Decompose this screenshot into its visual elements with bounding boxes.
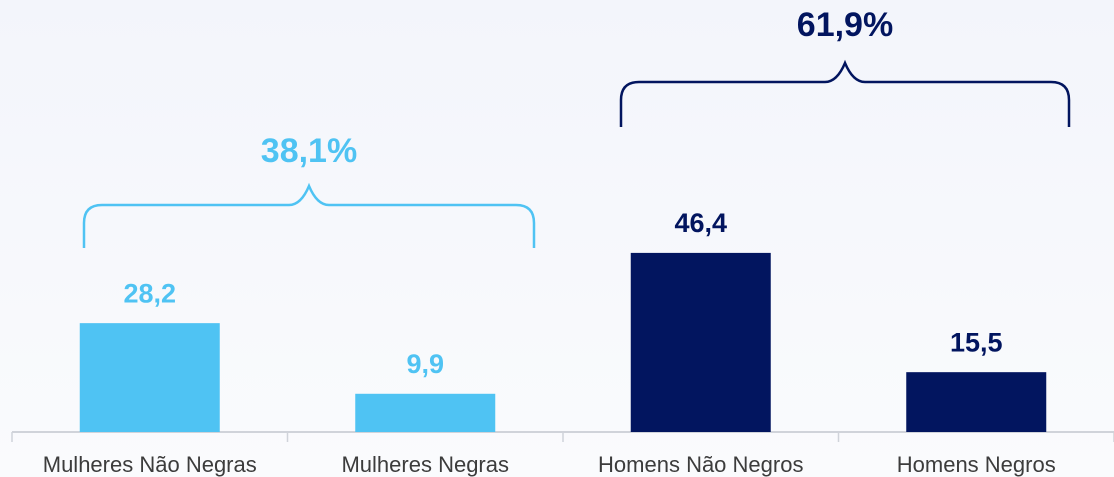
x-tick-label: Homens Não Negros [598, 452, 803, 477]
group-total: 61,9% [797, 6, 893, 44]
bar [355, 393, 496, 432]
x-tick-label: Homens Negros [897, 452, 1056, 477]
value-label: 28,2 [123, 278, 176, 308]
group-total: 38,1% [261, 132, 357, 170]
bar [906, 372, 1047, 432]
value-label: 15,5 [950, 327, 1003, 357]
group-brace [82, 182, 536, 248]
bar [630, 252, 771, 432]
value-label: 9,9 [406, 349, 444, 379]
x-tick-label: Mulheres Negras [341, 452, 509, 477]
value-label: 46,4 [674, 208, 727, 238]
bar [79, 323, 220, 432]
x-tick-label: Mulheres Não Negras [43, 452, 257, 477]
group-brace [619, 59, 1071, 127]
